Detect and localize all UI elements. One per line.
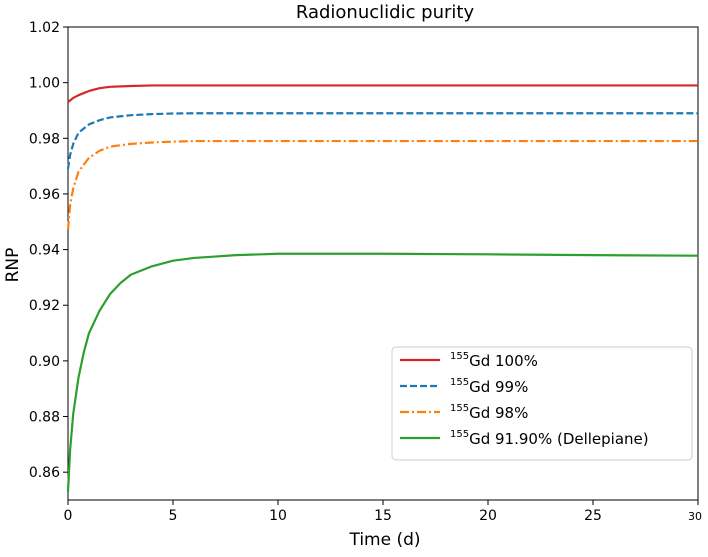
y-tick-label: 1.00 [29, 76, 60, 92]
legend-box [391, 346, 693, 461]
y-tick-label: 0.92 [29, 298, 60, 314]
legend-isotope-superscript: 155 [450, 377, 469, 388]
y-tick-label: 0.98 [29, 131, 60, 147]
legend-entry-0: 155Gd 100% [450, 351, 538, 370]
x-tick-label: 5 [169, 508, 178, 524]
x-tick-label: 20 [479, 508, 497, 524]
chart-title: Radionuclidic purity [296, 2, 475, 23]
x-tick-label: 10 [269, 508, 287, 524]
y-axis: 0.86 0.88 0.90 0.92 0.94 0.96 0.98 1.00 1.02 [29, 20, 68, 481]
series-line-1 [66, 112, 698, 170]
legend: 155Gd 100%155Gd 99%155Gd 98%155Gd 91.90%… [391, 346, 693, 461]
legend-entry-1: 155Gd 99% [450, 377, 528, 396]
y-axis-label: RNP [3, 248, 23, 283]
series-line-0 [67, 84, 698, 103]
x-axis: 0 5 10 15 20 25 30 [64, 500, 702, 524]
x-axis-label: Time (d) [348, 530, 420, 550]
y-tick-label: 0.90 [29, 354, 60, 370]
legend-label: Gd 98% [469, 404, 528, 422]
legend-entry-3: 155Gd 91.90% (Dellepiane) [450, 429, 649, 448]
legend-isotope-superscript: 155 [450, 351, 469, 362]
y-tick-label: 0.88 [29, 410, 60, 426]
legend-label: Gd 91.90% (Dellepiane) [469, 430, 649, 448]
x-tick-label: 15 [374, 508, 392, 524]
legend-label: Gd 100% [469, 352, 538, 370]
y-tick-label: 0.96 [29, 187, 60, 203]
series-lines [66, 84, 699, 492]
legend-label: Gd 99% [469, 378, 528, 396]
y-tick-label: 0.86 [29, 465, 60, 481]
series-line-3 [66, 252, 699, 492]
legend-isotope-superscript: 155 [450, 403, 469, 414]
y-tick-label: 0.94 [29, 243, 60, 259]
x-tick-label: 25 [584, 508, 602, 524]
y-tick-label: 1.02 [29, 20, 60, 36]
x-tick-label: 30 [688, 510, 702, 523]
legend-entry-2: 155Gd 98% [450, 403, 528, 422]
legend-isotope-superscript: 155 [450, 429, 469, 440]
series-line-2 [66, 139, 698, 231]
x-tick-label: 0 [64, 508, 73, 524]
